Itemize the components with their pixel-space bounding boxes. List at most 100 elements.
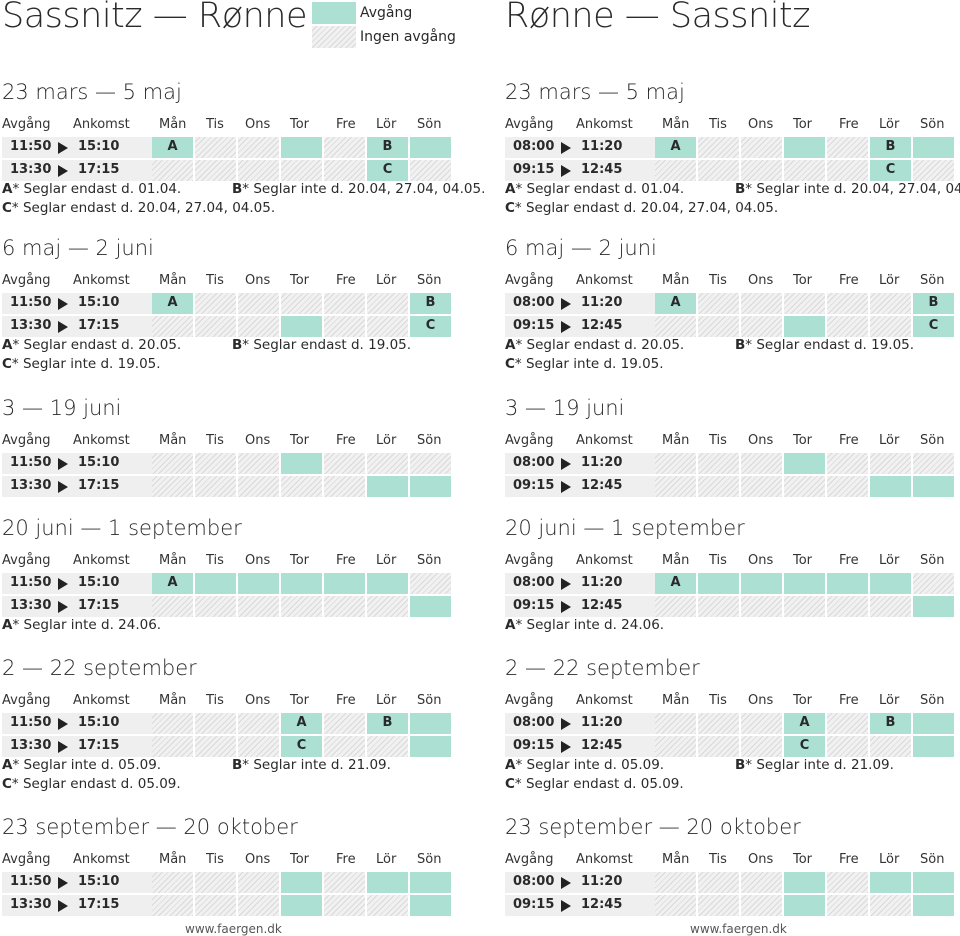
departure-time: 11:50 (10, 455, 52, 470)
day-cell-departure: B (870, 713, 911, 734)
arrival-time: 17:15 (78, 897, 120, 912)
header-day: Tor (793, 273, 813, 288)
departure-row: 13:30 17:15 C (2, 316, 454, 337)
website-link[interactable]: www.faergen.dk (185, 922, 282, 936)
day-cell-departure (913, 137, 954, 158)
departure-row: 13:30 17:15 (2, 476, 454, 497)
day-cell-departure (913, 596, 954, 617)
day-cell-departure (410, 596, 451, 617)
day-cell-departure (238, 573, 279, 594)
footnote-letter: B (735, 181, 746, 197)
departure-row: 13:30 17:15 (2, 895, 454, 916)
footnote: A* Seglar inte d. 05.09. (2, 757, 161, 773)
play-arrow-icon (561, 298, 571, 310)
departure-time: 09:15 (513, 318, 555, 333)
day-cell-departure: A (152, 293, 193, 314)
arrival-time: 15:10 (78, 455, 120, 470)
footnote-marker: B (382, 139, 393, 154)
footnote-marker: B (885, 715, 896, 730)
column-header: Avgång Ankomst Mån Tis Ons Tor Fre Lör Sön (505, 273, 957, 291)
day-cell-no-departure (195, 476, 236, 497)
day-cell-no-departure (655, 316, 696, 337)
day-cell-no-departure (870, 453, 911, 474)
header-day: Fre (839, 433, 859, 448)
day-cell-no-departure (152, 736, 193, 757)
header-day: Ons (245, 553, 271, 568)
day-cell-no-departure (324, 895, 365, 916)
footnote-text: * Seglar inte d. 24.06. (515, 617, 665, 633)
footnote-marker: A (167, 139, 178, 154)
header-day: Fre (839, 553, 859, 568)
header-day: Mån (159, 117, 187, 132)
arrival-time: 11:20 (581, 575, 623, 590)
day-cell-departure (410, 895, 451, 916)
day-cell-departure (741, 573, 782, 594)
day-cell-no-departure (238, 316, 279, 337)
arrival-time: 17:15 (78, 478, 120, 493)
day-cell-no-departure (827, 316, 868, 337)
website-link[interactable]: www.faergen.dk (690, 922, 787, 936)
header-day: Fre (839, 852, 859, 867)
day-cell-departure: B (367, 713, 408, 734)
time-cell: 09:15 12:45 (505, 895, 655, 916)
header-departure: Avgång (2, 433, 51, 448)
column-header: Avgång Ankomst Mån Tis Ons Tor Fre Lör Sön (2, 693, 454, 711)
season-heading: 6 maj — 2 juni (505, 236, 657, 260)
header-departure: Avgång (2, 117, 51, 132)
header-day: Ons (748, 433, 774, 448)
day-cell-departure: A (152, 137, 193, 158)
play-arrow-icon (561, 321, 571, 333)
header-day: Tis (206, 553, 224, 568)
header-day: Tis (206, 433, 224, 448)
day-cell-departure (195, 573, 236, 594)
departure-time: 11:50 (10, 575, 52, 590)
departure-row: 08:00 11:20 A B (505, 293, 957, 314)
header-day: Tis (709, 273, 727, 288)
arrival-time: 12:45 (581, 598, 623, 613)
arrival-time: 11:20 (581, 295, 623, 310)
day-cell-departure (784, 316, 825, 337)
play-arrow-icon (58, 900, 68, 912)
departure-time: 08:00 (513, 715, 555, 730)
footnote-text: * Seglar endast d. 20.04, 27.04, 04.05. (514, 200, 779, 216)
day-cell-no-departure (238, 137, 279, 158)
header-day: Mån (159, 273, 187, 288)
footnote-letter: C (505, 776, 515, 792)
day-cell-no-departure (195, 316, 236, 337)
day-cell-no-departure (827, 872, 868, 893)
footnote-text: * Seglar inte d. 05.09. (12, 757, 162, 773)
day-cell-no-departure (827, 453, 868, 474)
column-header: Avgång Ankomst Mån Tis Ons Tor Fre Lör Sön (505, 117, 957, 135)
no-departure-swatch (312, 26, 356, 48)
time-cell: 13:30 17:15 (2, 596, 152, 617)
header-day: Tis (709, 553, 727, 568)
footnote-letter: B (232, 181, 243, 197)
header-day: Sön (417, 553, 442, 568)
day-cell-no-departure (741, 596, 782, 617)
footnote-marker: A (670, 575, 681, 590)
day-cell-departure: C (281, 736, 322, 757)
header-day: Tis (709, 433, 727, 448)
header-day: Tis (709, 117, 727, 132)
day-cell-no-departure (698, 137, 739, 158)
play-arrow-icon (561, 877, 571, 889)
header-day: Mån (159, 553, 187, 568)
day-cell-no-departure (238, 293, 279, 314)
header-day: Mån (662, 852, 690, 867)
departure-time: 11:50 (10, 295, 52, 310)
day-cell-no-departure (410, 160, 451, 181)
footnote-letter: A (505, 617, 516, 633)
day-cell-departure: C (367, 160, 408, 181)
day-cell-departure (870, 872, 911, 893)
header-day: Fre (336, 852, 356, 867)
play-arrow-icon (58, 481, 68, 493)
footnote: A* Seglar endast d. 20.05. (2, 337, 181, 353)
departure-row: 08:00 11:20 A B (505, 713, 957, 734)
play-arrow-icon (561, 142, 571, 154)
departure-time: 08:00 (513, 295, 555, 310)
day-cell-departure (281, 316, 322, 337)
header-day: Ons (245, 117, 271, 132)
day-cell-no-departure (913, 573, 954, 594)
footnote-marker: A (670, 139, 681, 154)
header-day: Lör (879, 693, 900, 708)
